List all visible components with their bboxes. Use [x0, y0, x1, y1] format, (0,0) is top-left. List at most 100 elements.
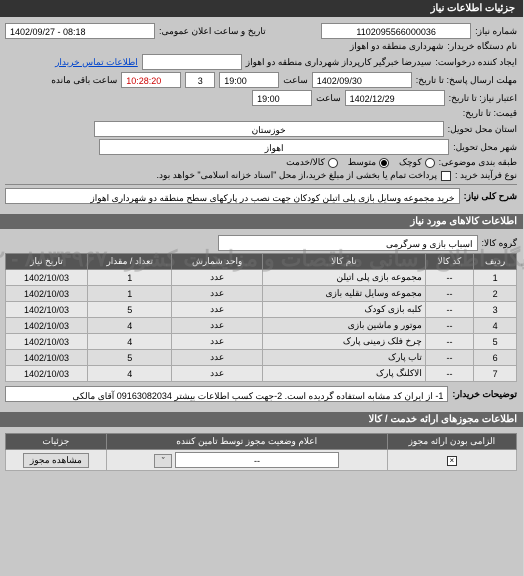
table-row: 2--مجموعه وسایل تقلیه بازیعدد11402/10/03 — [7, 286, 518, 302]
perm-col-1: اعلام وضعیت مجوز توسط تامین کننده — [107, 434, 388, 450]
table-row: 5--چرخ فلک زمینی پارکعدد41402/10/03 — [7, 334, 518, 350]
table-cell: -- — [426, 302, 474, 318]
table-cell: عدد — [173, 318, 264, 334]
province-field: خوزستان — [95, 121, 445, 137]
purchase-checkbox[interactable] — [442, 171, 452, 181]
table-row: 1--مجموعه بازی پلی اتیلنعدد11402/10/03 — [7, 270, 518, 286]
table-cell: -- — [426, 366, 474, 382]
goods-col-1: کد کالا — [426, 254, 474, 270]
radio-dot-icon — [426, 158, 436, 168]
time-label-2: ساعت — [317, 93, 342, 104]
table-cell: 1402/10/03 — [7, 334, 89, 350]
radio-dot-checked-icon — [380, 158, 390, 168]
table-cell: 1 — [475, 270, 518, 286]
table-cell: 1402/10/03 — [7, 270, 89, 286]
table-cell: 1402/10/03 — [7, 286, 89, 302]
days-left-field: 3 — [186, 72, 216, 88]
reply-date-field: 1402/09/30 — [313, 72, 413, 88]
table-cell: 7 — [475, 366, 518, 382]
notes-label: توضیحات خریدار: — [453, 389, 518, 400]
goods-col-3: واحد شمارش — [173, 254, 264, 270]
table-cell: 5 — [89, 350, 173, 366]
radio-cash[interactable]: کالا/خدمت — [287, 157, 339, 168]
table-cell: 1402/10/03 — [7, 318, 89, 334]
perm-col-2: جزئیات — [7, 434, 108, 450]
perm-checkbox[interactable] — [448, 456, 458, 466]
table-cell: 1402/10/03 — [7, 302, 89, 318]
purchase-label: نوع فرآیند خرید : — [456, 170, 518, 181]
valid-time-field: 19:00 — [253, 90, 313, 106]
city-label: شهر محل تحویل: — [454, 142, 518, 153]
table-cell: عدد — [173, 286, 264, 302]
group-field: اسباب بازی و سرگرمی — [219, 235, 479, 251]
perm-table: الزامی بودن ارائه مجوز اعلام وضعیت مجوز … — [6, 433, 518, 471]
goods-subheader: اطلاعات کالاهای مورد نیاز — [0, 214, 524, 229]
table-cell: -- — [426, 334, 474, 350]
perm-dropdown-btn[interactable]: ˇ — [155, 454, 173, 468]
goods-col-2: نام کالا — [263, 254, 426, 270]
province-label: استان محل تحویل: — [449, 124, 518, 135]
table-cell: -- — [426, 286, 474, 302]
remaining-label: ساعت باقی مانده — [52, 75, 118, 86]
time-label-1: ساعت — [284, 75, 309, 86]
table-cell: مجموعه بازی پلی اتیلن — [263, 270, 426, 286]
table-cell: -- — [426, 270, 474, 286]
radio-medium-label: متوسط — [349, 157, 377, 168]
radio-small-label: کوچک — [400, 157, 423, 168]
table-cell: 4 — [475, 318, 518, 334]
table-cell: 1 — [89, 270, 173, 286]
pub-date-field: 1402/09/27 - 08:18 — [6, 23, 156, 39]
table-cell: 1402/10/03 — [7, 350, 89, 366]
radio-small[interactable]: کوچک — [400, 157, 436, 168]
buyer-org-value: شهرداری منطقه دو اهواز — [351, 41, 444, 52]
table-cell: عدد — [173, 270, 264, 286]
table-cell: عدد — [173, 334, 264, 350]
group-label: گروه کالا: — [483, 238, 518, 249]
desc-label: شرح کلی نیاز: — [465, 191, 518, 202]
table-row: 7--الاکلنگ پارکعدد41402/10/03 — [7, 366, 518, 382]
budget-radio-group: کوچک متوسط کالا/خدمت — [287, 157, 435, 168]
pub-date-label: تاریخ و ساعت اعلان عمومی: — [160, 26, 267, 37]
table-row: 6--تاب پارکعدد51402/10/03 — [7, 350, 518, 366]
table-row: 4--موتور و ماشین بازیعدد41402/10/03 — [7, 318, 518, 334]
req-num-field: 1102095566000036 — [322, 23, 472, 39]
table-cell: 4 — [89, 366, 173, 382]
radio-dot-icon — [329, 158, 339, 168]
table-cell: 4 — [89, 318, 173, 334]
purchase-note: پرداخت تمام یا بخشی از مبلغ خرید،از محل … — [158, 170, 438, 181]
notes-field: 1- از ایران کد مشابه استفاده گردیده است.… — [6, 386, 449, 402]
table-cell: 2 — [475, 286, 518, 302]
table-cell: عدد — [173, 366, 264, 382]
requester-label: ایجاد کننده درخواست: — [436, 57, 518, 68]
perm-status-field: -- — [176, 452, 340, 468]
table-cell: الاکلنگ پارک — [263, 366, 426, 382]
goods-col-5: تاریخ نیاز — [7, 254, 89, 270]
valid-date-field: 1402/12/29 — [346, 90, 446, 106]
perm-col-0: الزامی بودن ارائه مجوز — [388, 434, 517, 450]
table-cell: مجموعه وسایل تقلیه بازی — [263, 286, 426, 302]
budget-label: طبقه بندی موضوعی: — [440, 157, 518, 168]
table-cell: تاب پارک — [263, 350, 426, 366]
reply-until-label: مهلت ارسال پاسخ: تا تاریخ: — [417, 75, 518, 86]
table-cell: 1 — [89, 286, 173, 302]
view-perm-button[interactable]: مشاهده مجوز — [24, 453, 90, 468]
table-cell: چرخ فلک زمینی پارک — [263, 334, 426, 350]
req-num-label: شماره نیاز: — [476, 26, 518, 37]
contact-link[interactable]: اطلاعات تماس خریدار — [56, 57, 139, 68]
table-cell: 3 — [475, 302, 518, 318]
city-field: اهواز — [100, 139, 450, 155]
goods-col-0: ردیف — [475, 254, 518, 270]
table-cell: 1402/10/03 — [7, 366, 89, 382]
radio-medium[interactable]: متوسط — [349, 157, 390, 168]
page-header: جزئیات اطلاعات نیاز — [0, 0, 524, 17]
table-cell: کلبه بازی کودک — [263, 302, 426, 318]
table-cell: 6 — [475, 350, 518, 366]
table-cell: عدد — [173, 350, 264, 366]
perm-subheader: اطلاعات مجوزهای ارائه خدمت / کالا — [0, 412, 524, 427]
table-cell: 5 — [89, 302, 173, 318]
price-until-label: قیمت: تا تاریخ: — [464, 108, 518, 119]
valid-until-label: اعتبار نیاز: تا تاریخ: — [450, 93, 518, 104]
table-cell: 4 — [89, 334, 173, 350]
table-cell: -- — [426, 318, 474, 334]
table-row: 3--کلبه بازی کودکعدد51402/10/03 — [7, 302, 518, 318]
